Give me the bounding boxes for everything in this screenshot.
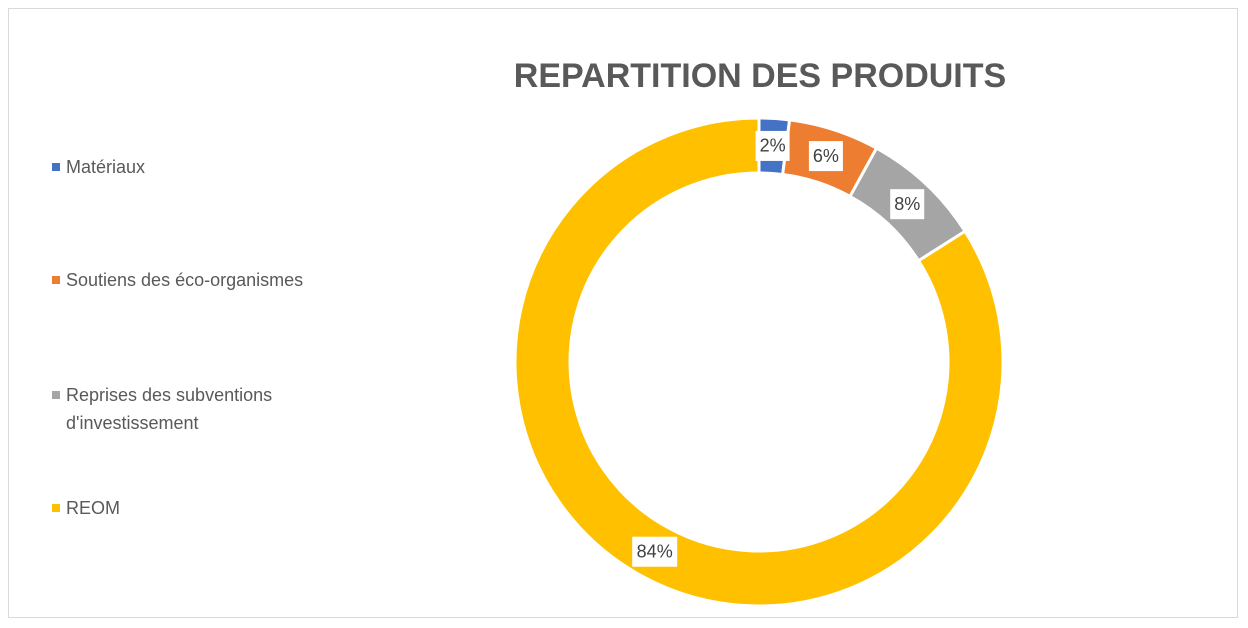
data-label: 8% [894, 194, 920, 214]
legend-item: Reprises des subventions d'investissemen… [52, 381, 342, 437]
legend-swatch [52, 163, 60, 171]
legend-swatch [52, 391, 60, 399]
legend-item: REOM [52, 494, 342, 522]
data-label-box [632, 536, 678, 567]
legend-item: Matériaux [52, 153, 342, 181]
data-label: 6% [813, 146, 839, 166]
legend-label: Soutiens des éco-organismes [66, 270, 304, 290]
chart-frame [8, 8, 1238, 618]
chart-title: REPARTITION DES PRODUITS [514, 57, 1006, 95]
legend-item: Soutiens des éco-organismes [52, 266, 342, 294]
legend-label: REOM [66, 498, 120, 518]
data-label: 2% [760, 136, 786, 156]
data-label: 84% [637, 541, 673, 561]
legend-swatch [52, 504, 60, 512]
legend-label: Reprises des subventions d'investissemen… [66, 385, 273, 433]
legend-label: Matériaux [66, 157, 146, 177]
legend-swatch [52, 276, 60, 284]
data-label-box [808, 141, 843, 172]
data-label-box [890, 189, 925, 220]
donut-slice [513, 116, 1005, 608]
data-label-box [755, 130, 790, 161]
